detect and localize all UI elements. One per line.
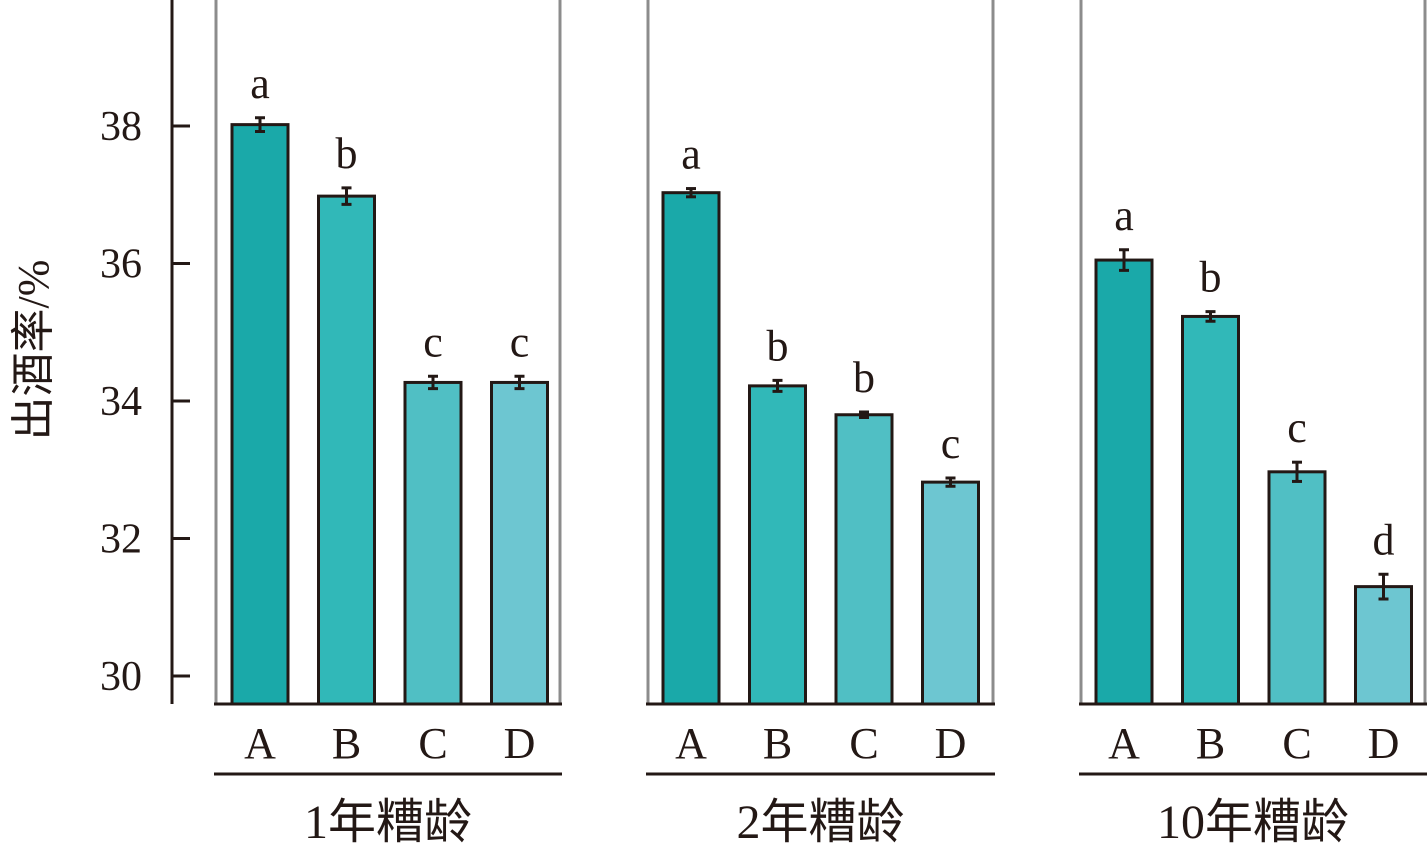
category-label: B (332, 719, 361, 768)
bar (1094, 258, 1154, 706)
significance-label: a (250, 59, 270, 108)
category-label: A (675, 719, 707, 768)
error-bar (859, 410, 869, 419)
error-bar (255, 116, 265, 133)
error-bar (428, 374, 438, 391)
category-label: A (1108, 719, 1140, 768)
significance-label: b (1200, 253, 1222, 302)
significance-label: a (1114, 191, 1134, 240)
bars: a b c c a b b c a b c d (230, 59, 1413, 706)
x-axis: A B C D 1年糟龄 A B C D 2年糟龄 A B C D 10年糟龄 (214, 702, 1427, 848)
significance-label: b (767, 321, 789, 370)
error-bar (341, 186, 352, 206)
category-label: D (935, 719, 967, 768)
error-bar (772, 378, 783, 393)
y-axis-label: 出酒率/% (9, 260, 58, 441)
y-tick-label: 30 (100, 654, 142, 700)
error-bar (1378, 572, 1389, 601)
group-label: 10年糟龄 (1157, 796, 1349, 848)
category-label: C (849, 719, 878, 768)
category-label: C (418, 719, 447, 768)
panel-frames (214, 0, 1427, 704)
y-axis-label-group: 出酒率/% (9, 260, 58, 441)
significance-label: c (510, 317, 530, 366)
bar (661, 191, 721, 706)
significance-label: b (336, 129, 358, 178)
significance-label: d (1373, 515, 1395, 564)
significance-label: a (681, 130, 701, 179)
error-bar (1292, 460, 1302, 483)
y-tick-label: 38 (100, 104, 142, 150)
bar (230, 123, 290, 706)
bar (403, 380, 463, 706)
y-tick-label: 34 (100, 379, 142, 425)
category-label: D (1368, 719, 1400, 768)
bar (490, 380, 549, 706)
error-bar (945, 476, 956, 488)
y-axis: 30 32 34 36 38 (100, 0, 190, 704)
significance-label: c (1287, 403, 1307, 452)
error-bar (1205, 310, 1216, 323)
bar (317, 194, 376, 706)
significance-label: c (423, 317, 443, 366)
error-bar (1119, 248, 1129, 272)
y-tick-label: 36 (100, 242, 142, 288)
category-label: B (1196, 719, 1225, 768)
group-label: 2年糟龄 (736, 796, 904, 848)
category-label: A (244, 719, 276, 768)
category-label: D (504, 719, 536, 768)
bar (748, 384, 807, 706)
bar (921, 480, 980, 706)
bar (1354, 585, 1413, 706)
y-tick-label: 32 (100, 517, 142, 563)
significance-label: b (853, 353, 875, 402)
bar (1267, 470, 1327, 706)
group-label: 1年糟龄 (304, 796, 472, 848)
error-bar (514, 374, 525, 391)
significance-label: c (941, 419, 961, 468)
bar (1181, 314, 1240, 706)
error-bar (686, 187, 696, 199)
bar (834, 413, 894, 706)
category-label: B (763, 719, 792, 768)
category-label: C (1282, 719, 1311, 768)
